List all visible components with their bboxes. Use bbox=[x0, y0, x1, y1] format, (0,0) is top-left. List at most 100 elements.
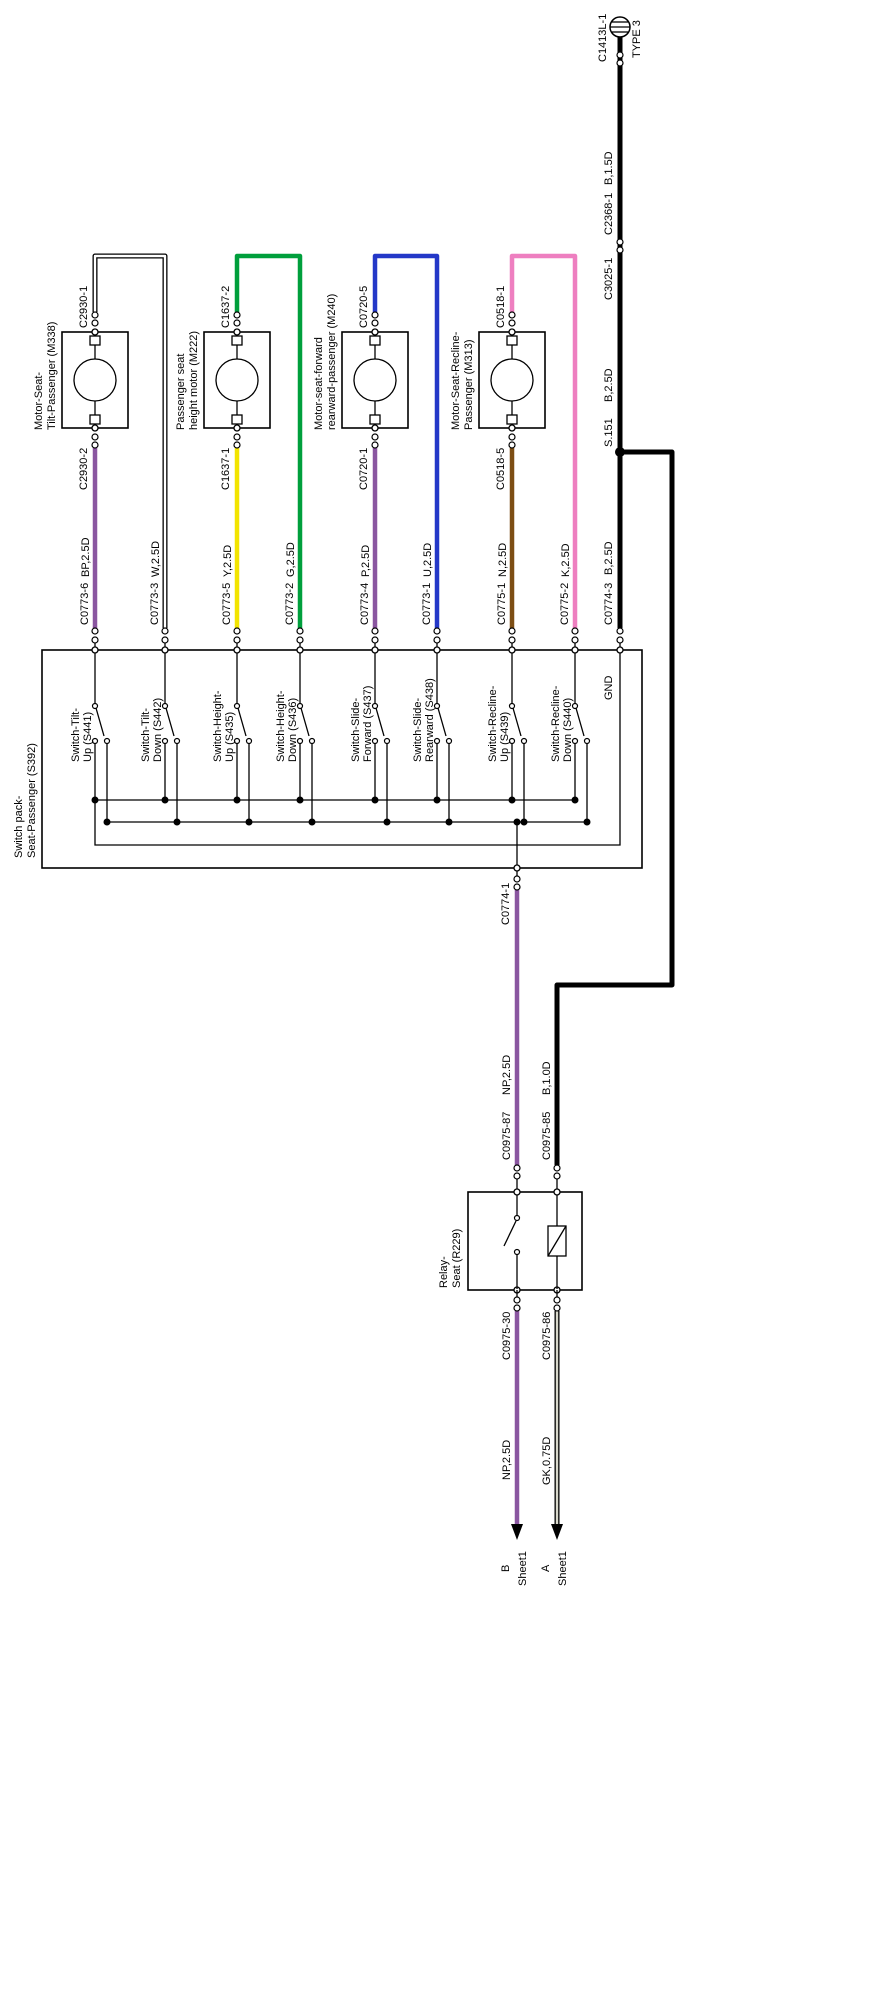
offpage-sheet: Sheet1 bbox=[517, 1551, 529, 1586]
connector-symbol-c1413l bbox=[616, 51, 624, 67]
switch-label: Switch-Slide- bbox=[350, 697, 362, 762]
wire-label: NP,2.5D bbox=[501, 1055, 513, 1095]
connector-label: C0773-2 bbox=[284, 583, 296, 625]
splice-dot-s151 bbox=[615, 447, 625, 457]
offpage-sheet: Sheet1 bbox=[557, 1551, 569, 1586]
component-label: Seat (R229) bbox=[451, 1229, 463, 1288]
switch-height-down-s436: Switch-Height- Down (S436) bbox=[275, 653, 316, 826]
connector-label: C1637-1 bbox=[220, 448, 232, 490]
connector-label: C1413L-1 bbox=[597, 14, 609, 62]
motor-label: Passenger (M313) bbox=[463, 340, 475, 431]
connector-label: C0975-30 bbox=[501, 1312, 513, 1360]
wire-label: B,2.5D bbox=[603, 368, 615, 402]
switch-label: Switch-Tilt- bbox=[70, 708, 82, 762]
switch-tilt-up-s441: Switch-Tilt- Up (S441) bbox=[70, 653, 111, 826]
switch-pack-connector-row: C0773-6 C0773-3 C0773-5 C0773-2 C0773-4 … bbox=[79, 583, 624, 650]
wire-label: W,2.5D bbox=[150, 541, 162, 577]
switch-label: Down (S440) bbox=[562, 698, 574, 762]
wire-w-white bbox=[92, 253, 168, 628]
connector-label: C0774-1 bbox=[500, 883, 512, 925]
connector-label: C1637-2 bbox=[220, 286, 232, 328]
wire-label: GK,0.75D bbox=[541, 1437, 553, 1485]
connector-label: C0518-5 bbox=[495, 448, 507, 490]
switch-label: Rearward (S438) bbox=[424, 678, 436, 762]
switch-label: Switch-Recline- bbox=[487, 685, 499, 762]
switch-pack-s392: Switch pack- Seat-Passenger (S392) GND S… bbox=[13, 646, 643, 872]
motor-label: rearward-passenger (M240) bbox=[326, 294, 338, 430]
switch-label: Forward (S437) bbox=[362, 686, 374, 762]
wire-k-pink bbox=[509, 253, 578, 628]
switch-slide-rearward-s438: Switch-Slide- Rearward (S438) bbox=[412, 653, 453, 826]
wire-label: U,2.5D bbox=[422, 543, 434, 577]
wire-label: B,2.5D bbox=[603, 541, 615, 575]
connector-label: C0518-1 bbox=[495, 286, 507, 328]
connector-label: C0773-5 bbox=[221, 583, 233, 625]
connector-label: C0720-1 bbox=[358, 448, 370, 490]
connector-label: C0773-6 bbox=[79, 583, 91, 625]
connector-label: C0975-85 bbox=[541, 1112, 553, 1160]
switch-label: Up (S441) bbox=[82, 712, 94, 762]
wire-label: Y,2.5D bbox=[222, 545, 234, 577]
motor-seat-slide-m240: Motor-seat-forward rearward-passenger (M… bbox=[313, 286, 409, 490]
connector-label: C0720-5 bbox=[358, 286, 370, 328]
motor-label: Motor-seat-forward bbox=[313, 337, 325, 430]
connector-symbols bbox=[91, 627, 624, 644]
component-label: Relay- bbox=[438, 1256, 450, 1288]
motor-label: Tilt-Passenger (M338) bbox=[46, 322, 58, 430]
switch-label: Switch-Tilt- bbox=[140, 708, 152, 762]
switch-tilt-down-s442: Switch-Tilt- Down (S442) bbox=[140, 653, 181, 826]
motor-label: height motor (M222) bbox=[188, 331, 200, 430]
switch-height-up-s435: Switch-Height- Up (S435) bbox=[212, 653, 253, 826]
switch-slide-forward-s437: Switch-Slide- Forward (S437) bbox=[350, 653, 391, 826]
connector-label: C2930-2 bbox=[78, 448, 90, 490]
wire-label: P,2.5D bbox=[360, 545, 372, 577]
relay-input-section: NP,2.5D B,1.0D C0975-87 C0975-85 bbox=[501, 1055, 561, 1192]
offpage-ref: B bbox=[500, 1565, 512, 1572]
switch-label: Switch-Recline- bbox=[550, 685, 562, 762]
wire-u-blue bbox=[372, 253, 440, 628]
motor-label: Passenger seat bbox=[175, 354, 187, 430]
motor-label: Motor-Seat-Recline- bbox=[450, 331, 462, 430]
wire-label: B,1.0D bbox=[541, 1061, 553, 1095]
ground-symbol bbox=[609, 16, 631, 38]
feed-labels: C1413L-1 TYPE 3 B,1.5D C2368-1 C3025-1 B… bbox=[597, 14, 643, 625]
gnd-bus bbox=[94, 653, 621, 846]
wire-label: BP,2.5D bbox=[80, 537, 92, 577]
connector-label: C0775-2 bbox=[559, 583, 571, 625]
component-label: Switch pack- bbox=[13, 795, 25, 858]
connector-label: C2368-1 bbox=[603, 193, 615, 235]
ground-type-label: TYPE 3 bbox=[631, 20, 643, 58]
connector-label: C0774-3 bbox=[603, 583, 615, 625]
relay-output-section: C0975-30 C0975-86 NP,2.5D GK,0.75D bbox=[501, 1290, 561, 1485]
switch-label: Switch-Height- bbox=[212, 690, 224, 762]
offpage-ref: A bbox=[540, 1564, 552, 1572]
offpage-arrow-b: B Sheet1 bbox=[500, 1524, 529, 1586]
wire-feed-ground-black bbox=[554, 37, 675, 1165]
gnd-label: GND bbox=[603, 676, 615, 701]
component-label: Seat-Passenger (S392) bbox=[26, 743, 38, 858]
motor-seat-height-m222: Passenger seat height motor (M222) C1637… bbox=[175, 286, 271, 490]
switch-label: Up (S439) bbox=[499, 712, 511, 762]
connector-label: C0773-4 bbox=[359, 583, 371, 625]
motor-label: Motor-Seat- bbox=[33, 372, 45, 430]
connector-links bbox=[94, 643, 621, 650]
wire-label: N,2.5D bbox=[497, 543, 509, 577]
connector-label: C0975-87 bbox=[501, 1112, 513, 1160]
switch-recline-up-s439: Switch-Recline- Up (S439) bbox=[487, 653, 528, 826]
connector-symbol-c0774-1: C0774-1 bbox=[500, 871, 521, 925]
offpage-arrow-a: A Sheet1 bbox=[540, 1524, 569, 1586]
wire-labels: BP,2.5D W,2.5D Y,2.5D G,2.5D P,2.5D U,2.… bbox=[80, 537, 572, 577]
wire-label: NP,2.5D bbox=[501, 1440, 513, 1480]
splice-label: S.151 bbox=[603, 418, 615, 447]
switch-label: Down (S436) bbox=[287, 698, 299, 762]
connector-label: C0775-1 bbox=[496, 583, 508, 625]
connector-label: C0773-1 bbox=[421, 583, 433, 625]
switch-label: Switch-Slide- bbox=[412, 697, 424, 762]
switch-recline-down-s440: Switch-Recline- Down (S440) bbox=[550, 653, 591, 826]
connector-symbol-c2368-c3025 bbox=[616, 238, 624, 254]
switch-label: Switch-Height- bbox=[275, 690, 287, 762]
motor-seat-tilt-m338: Motor-Seat- Tilt-Passenger (M338) C2930-… bbox=[33, 286, 129, 490]
switch-label: Down (S442) bbox=[152, 698, 164, 762]
